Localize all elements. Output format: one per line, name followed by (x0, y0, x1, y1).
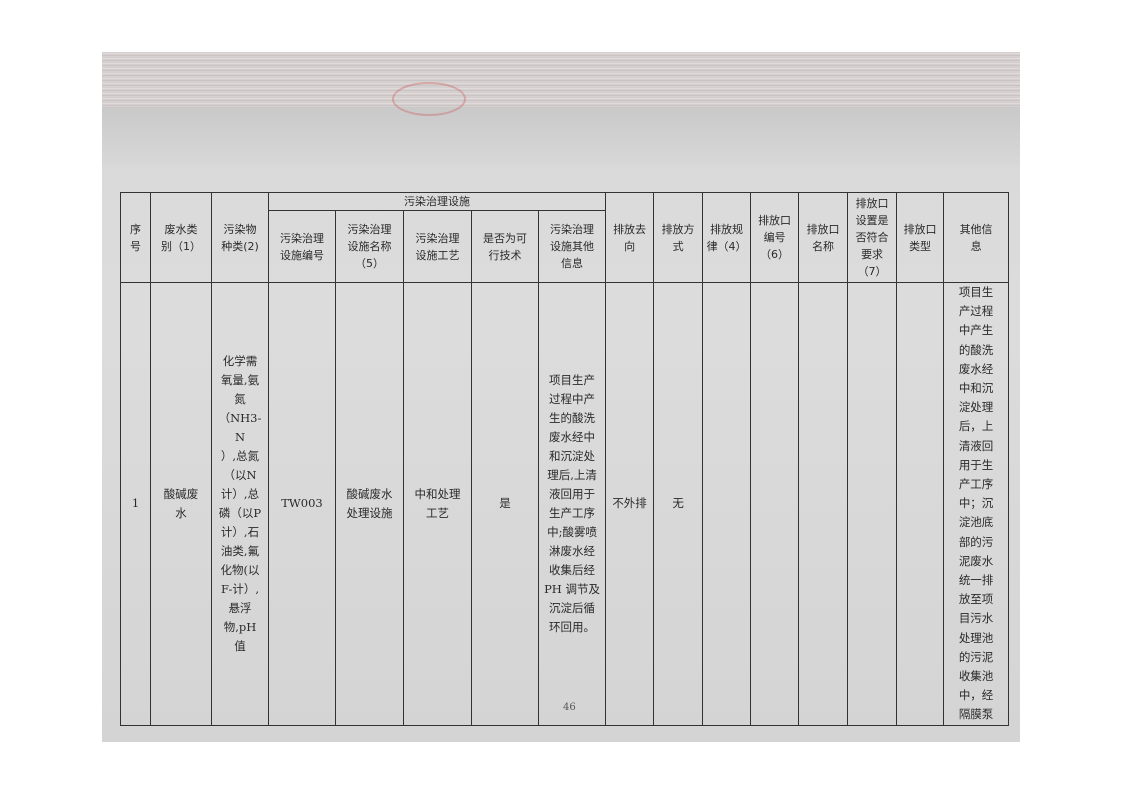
paper-stack-edge (102, 52, 1020, 107)
cell-outlet-no (750, 282, 800, 726)
cell-discharge-dest: 不外排 (605, 282, 655, 726)
cell-outlet-name (798, 282, 849, 726)
header-facility-process: 污染治理 设施工艺 (403, 210, 472, 283)
cell-other-info: 项目生 产过程 中产生 的酸洗 废水经 中和沉 淀处理 后，上 清液回 用于生 … (943, 282, 1010, 726)
cell-feasible: 是 (471, 282, 539, 726)
header-facility-other: 污染治理 设施其他 信息 (537, 210, 607, 283)
header-discharge-pattern: 排放规 律（4） (702, 192, 752, 283)
header-outlet-type: 排放口 类型 (896, 192, 945, 283)
cell-wastewater-type: 酸碱废 水 (150, 282, 212, 726)
cell-discharge-pattern (702, 282, 752, 726)
page-shadow (102, 107, 1020, 167)
cell-seq: 1 (120, 282, 151, 726)
header-other-info: 其他信 息 (943, 192, 1010, 283)
header-facility-name: 污染治理 设施名称 （5） (335, 210, 404, 283)
header-facility-no: 污染治理 设施编号 (268, 210, 336, 283)
header-outlet-no: 排放口 编号 （6） (750, 192, 800, 283)
header-wastewater-type: 废水类 别（1） (150, 192, 212, 283)
header-seq: 序 号 (120, 192, 151, 283)
header-treatment-facility-group: 污染治理设施 (267, 192, 607, 211)
cell-facility-process: 中和处理 工艺 (403, 282, 472, 726)
cell-facility-no: TW003 (268, 282, 336, 726)
header-discharge-dest: 排放去 向 (605, 192, 655, 283)
red-seal-stamp (392, 82, 466, 116)
header-outlet-compliant: 排放口 设置是 否符合 要求 （7） (847, 192, 898, 283)
header-pollutant-type: 污染物 种类(2) (211, 192, 269, 283)
header-discharge-mode: 排放方 式 (653, 192, 704, 283)
cell-facility-name: 酸碱废水 处理设施 (335, 282, 404, 726)
cell-pollutant-type: 化学需 氧量,氨 氮 （NH3-N ）,总氮 （以N 计）,总 磷（以P 计）,… (211, 282, 269, 726)
cell-discharge-mode: 无 (653, 282, 704, 726)
header-outlet-name: 排放口 名称 (798, 192, 849, 283)
header-feasible: 是否为可 行技术 (471, 210, 539, 283)
header-row-1: 序 号 废水类 别（1） 污染物 种类(2) 污染治理设施 排放去 向 排放方 … (120, 192, 1010, 283)
cell-outlet-type (896, 282, 945, 726)
header-row-2: 污染治理 设施编号 污染治理 设施名称 （5） 污染治理 设施工艺 是否为可 行… (121, 210, 1009, 283)
cell-outlet-compliant (847, 282, 898, 726)
table-row: 1 酸碱废 水 化学需 氧量,氨 氮 （NH3-N ）,总氮 （以N 计）,总 … (120, 282, 1010, 726)
cell-facility-other: 项目生产 过程中产 生的酸洗 废水经中 和沉淀处 理后,上清 液回用于 生产工序… (537, 282, 607, 726)
page-number: 46 (563, 702, 576, 713)
wastewater-treatment-table: 序 号 废水类 别（1） 污染物 种类(2) 污染治理设施 排放去 向 排放方 … (120, 192, 1010, 726)
